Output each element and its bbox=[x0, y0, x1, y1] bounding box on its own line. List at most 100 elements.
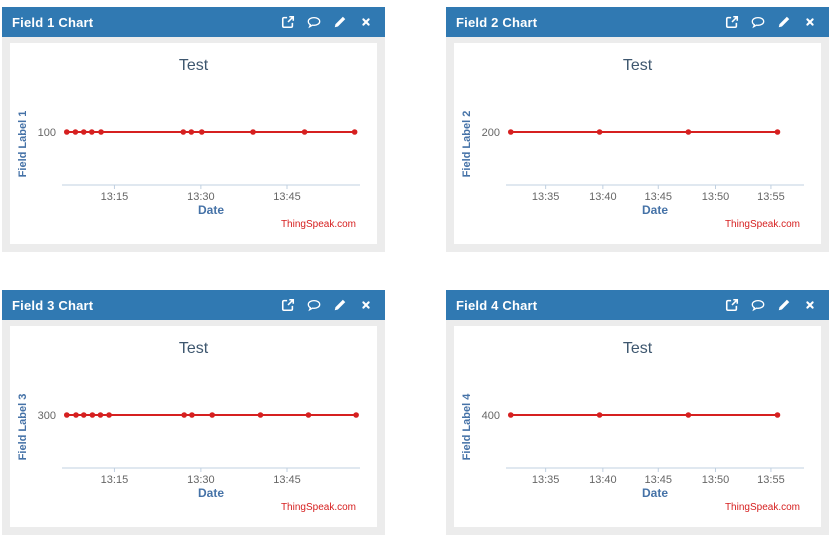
data-point bbox=[596, 129, 603, 135]
open-in-new-icon[interactable] bbox=[280, 298, 295, 313]
data-point bbox=[685, 412, 692, 418]
x-tick-label: 13:35 bbox=[532, 191, 560, 203]
chart-field-2: Test Field Label 2 200 13:35 13:40 13:45 13:50… bbox=[454, 43, 821, 244]
data-point bbox=[507, 412, 514, 418]
y-axis-title: Field Label 2 bbox=[461, 111, 473, 178]
credits-link: ThingSpeak.com bbox=[281, 502, 356, 513]
y-tick-label: 400 bbox=[482, 410, 500, 422]
x-tick-label: 13:45 bbox=[645, 474, 673, 486]
data-point bbox=[63, 129, 70, 135]
x-tick-label: 13:55 bbox=[757, 191, 785, 203]
data-point bbox=[73, 412, 79, 418]
x-tick-label: 13:30 bbox=[187, 474, 215, 486]
data-point bbox=[774, 129, 781, 135]
data-point bbox=[72, 129, 79, 135]
data-point bbox=[351, 129, 358, 135]
x-tick-label: 13:45 bbox=[645, 191, 673, 203]
data-point bbox=[596, 412, 603, 418]
edit-icon[interactable] bbox=[776, 298, 791, 313]
y-axis-title: Field Label 1 bbox=[17, 111, 29, 178]
chart-field-1: Test Field Label 1 100 13:15 13:30 13:45 Date T… bbox=[10, 43, 377, 244]
credits-link: ThingSpeak.com bbox=[281, 219, 356, 230]
panel-body: Test Field Label 1 100 13:15 13:30 13:45 Date T… bbox=[2, 37, 385, 252]
credits-link: ThingSpeak.com bbox=[725, 502, 800, 513]
comment-icon[interactable] bbox=[750, 15, 765, 30]
panel-header: Field 4 Chart bbox=[446, 290, 829, 320]
edit-icon[interactable] bbox=[776, 15, 791, 30]
x-axis-title: Date bbox=[642, 486, 668, 500]
close-icon[interactable] bbox=[802, 15, 817, 30]
edit-icon[interactable] bbox=[332, 15, 347, 30]
chart-title: Test bbox=[179, 57, 209, 74]
y-tick-label: 200 bbox=[482, 127, 500, 139]
data-point bbox=[198, 129, 205, 135]
panel-body: Test Field Label 4 400 13:35 13:40 13:45 13:50… bbox=[446, 320, 829, 535]
data-point bbox=[305, 412, 312, 418]
data-point bbox=[507, 129, 514, 135]
chart-title: Test bbox=[623, 57, 653, 74]
data-point bbox=[189, 412, 195, 418]
x-tick-label: 13:50 bbox=[702, 474, 730, 486]
open-in-new-icon[interactable] bbox=[280, 15, 295, 30]
edit-icon[interactable] bbox=[332, 298, 347, 313]
panel-field-3-chart: Field 3 Chart Test Field Label 3 300 13:15 1… bbox=[2, 290, 385, 535]
open-in-new-icon[interactable] bbox=[724, 15, 739, 30]
credits-link: ThingSpeak.com bbox=[725, 219, 800, 230]
comment-icon[interactable] bbox=[306, 298, 321, 313]
x-tick-label: 13:55 bbox=[757, 474, 785, 486]
data-point bbox=[685, 129, 692, 135]
panel-title: Field 2 Chart bbox=[456, 14, 538, 30]
close-icon[interactable] bbox=[802, 298, 817, 313]
panel-title: Field 3 Chart bbox=[12, 297, 94, 313]
panel-title: Field 1 Chart bbox=[12, 14, 94, 30]
data-point bbox=[89, 129, 95, 135]
panel-header: Field 3 Chart bbox=[2, 290, 385, 320]
data-point bbox=[181, 412, 187, 418]
y-axis-title: Field Label 4 bbox=[461, 393, 473, 461]
data-point bbox=[774, 412, 781, 418]
data-point bbox=[63, 412, 70, 418]
data-point bbox=[209, 412, 215, 418]
x-tick-label: 13:45 bbox=[273, 191, 301, 203]
dashboard: Field 1 Chart Test Field Label 1 100 13:15 1… bbox=[2, 7, 829, 535]
chart-title: Test bbox=[623, 340, 653, 357]
y-tick-label: 300 bbox=[38, 410, 56, 422]
panel-toolbar bbox=[280, 15, 373, 30]
close-icon[interactable] bbox=[358, 298, 373, 313]
panel-toolbar bbox=[724, 15, 817, 30]
open-in-new-icon[interactable] bbox=[724, 298, 739, 313]
x-axis-title: Date bbox=[642, 203, 668, 217]
close-icon[interactable] bbox=[358, 15, 373, 30]
data-point bbox=[80, 412, 87, 418]
x-tick-label: 13:35 bbox=[532, 474, 560, 486]
x-tick-label: 13:15 bbox=[101, 474, 129, 486]
panel-body: Test Field Label 3 300 13:15 13:30 13:45 Date T… bbox=[2, 320, 385, 535]
data-point bbox=[353, 412, 359, 418]
x-axis-title: Date bbox=[198, 486, 224, 500]
data-point bbox=[89, 412, 96, 418]
panel-toolbar bbox=[724, 298, 817, 313]
panel-field-1-chart: Field 1 Chart Test Field Label 1 100 13:15 1… bbox=[2, 7, 385, 252]
panel-title: Field 4 Chart bbox=[456, 297, 538, 313]
panel-header: Field 1 Chart bbox=[2, 7, 385, 37]
x-tick-label: 13:40 bbox=[589, 191, 617, 203]
panel-field-2-chart: Field 2 Chart Test Field Label 2 200 13:35 1… bbox=[446, 7, 829, 252]
panel-header: Field 2 Chart bbox=[446, 7, 829, 37]
comment-icon[interactable] bbox=[306, 15, 321, 30]
data-point bbox=[180, 129, 187, 135]
chart-field-3: Test Field Label 3 300 13:15 13:30 13:45 Date T… bbox=[10, 326, 377, 527]
data-point bbox=[301, 129, 308, 135]
x-tick-label: 13:40 bbox=[589, 474, 617, 486]
panel-field-4-chart: Field 4 Chart Test Field Label 4 400 13:35 1… bbox=[446, 290, 829, 535]
x-axis-title: Date bbox=[198, 203, 224, 217]
panel-body: Test Field Label 2 200 13:35 13:40 13:45 13:50… bbox=[446, 37, 829, 252]
x-tick-label: 13:15 bbox=[101, 191, 129, 203]
y-axis-title: Field Label 3 bbox=[17, 394, 29, 461]
data-point bbox=[98, 129, 104, 135]
data-point bbox=[106, 412, 112, 418]
data-point bbox=[97, 412, 104, 418]
y-tick-label: 100 bbox=[38, 127, 56, 139]
data-point bbox=[80, 129, 87, 135]
data-point bbox=[257, 412, 264, 418]
comment-icon[interactable] bbox=[750, 298, 765, 313]
